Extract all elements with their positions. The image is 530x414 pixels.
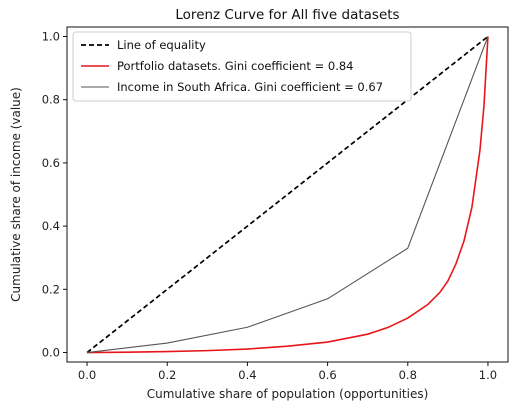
y-tick-label: 0.2 [42,282,60,296]
series-line-1 [87,36,489,354]
y-tick-label: 0.8 [42,93,60,107]
x-tick-label: 0.4 [238,368,256,382]
x-axis-label: Cumulative share of population (opportun… [147,387,429,401]
y-tick-label: 0.6 [42,156,60,170]
y-tick-label: 0.0 [42,346,60,360]
plot-area [66,26,509,363]
x-tick-label: 0.0 [78,368,96,382]
x-tick-label: 1.0 [479,368,497,382]
y-tick-label: 1.0 [42,29,60,43]
x-tick-label: 0.2 [158,368,176,382]
legend: Line of equality Portfolio datasets. Gini… [72,31,412,102]
chart-title: Lorenz Curve for All five datasets [175,7,399,23]
legend-label-0: Line of equality [117,38,206,52]
y-tick-label: 0.4 [42,219,60,233]
x-tick-label: 0.6 [318,368,336,382]
legend-box [72,31,412,102]
series-line-0 [86,35,489,354]
x-tick-label: 0.8 [399,368,417,382]
legend-label-2: Income in South Africa. Gini coefficient… [117,80,383,94]
legend-label-1: Portfolio datasets. Gini coefficient = 0… [117,59,354,73]
series-line-2 [86,36,489,354]
y-axis-label: Cumulative share of income (value) [9,87,23,302]
